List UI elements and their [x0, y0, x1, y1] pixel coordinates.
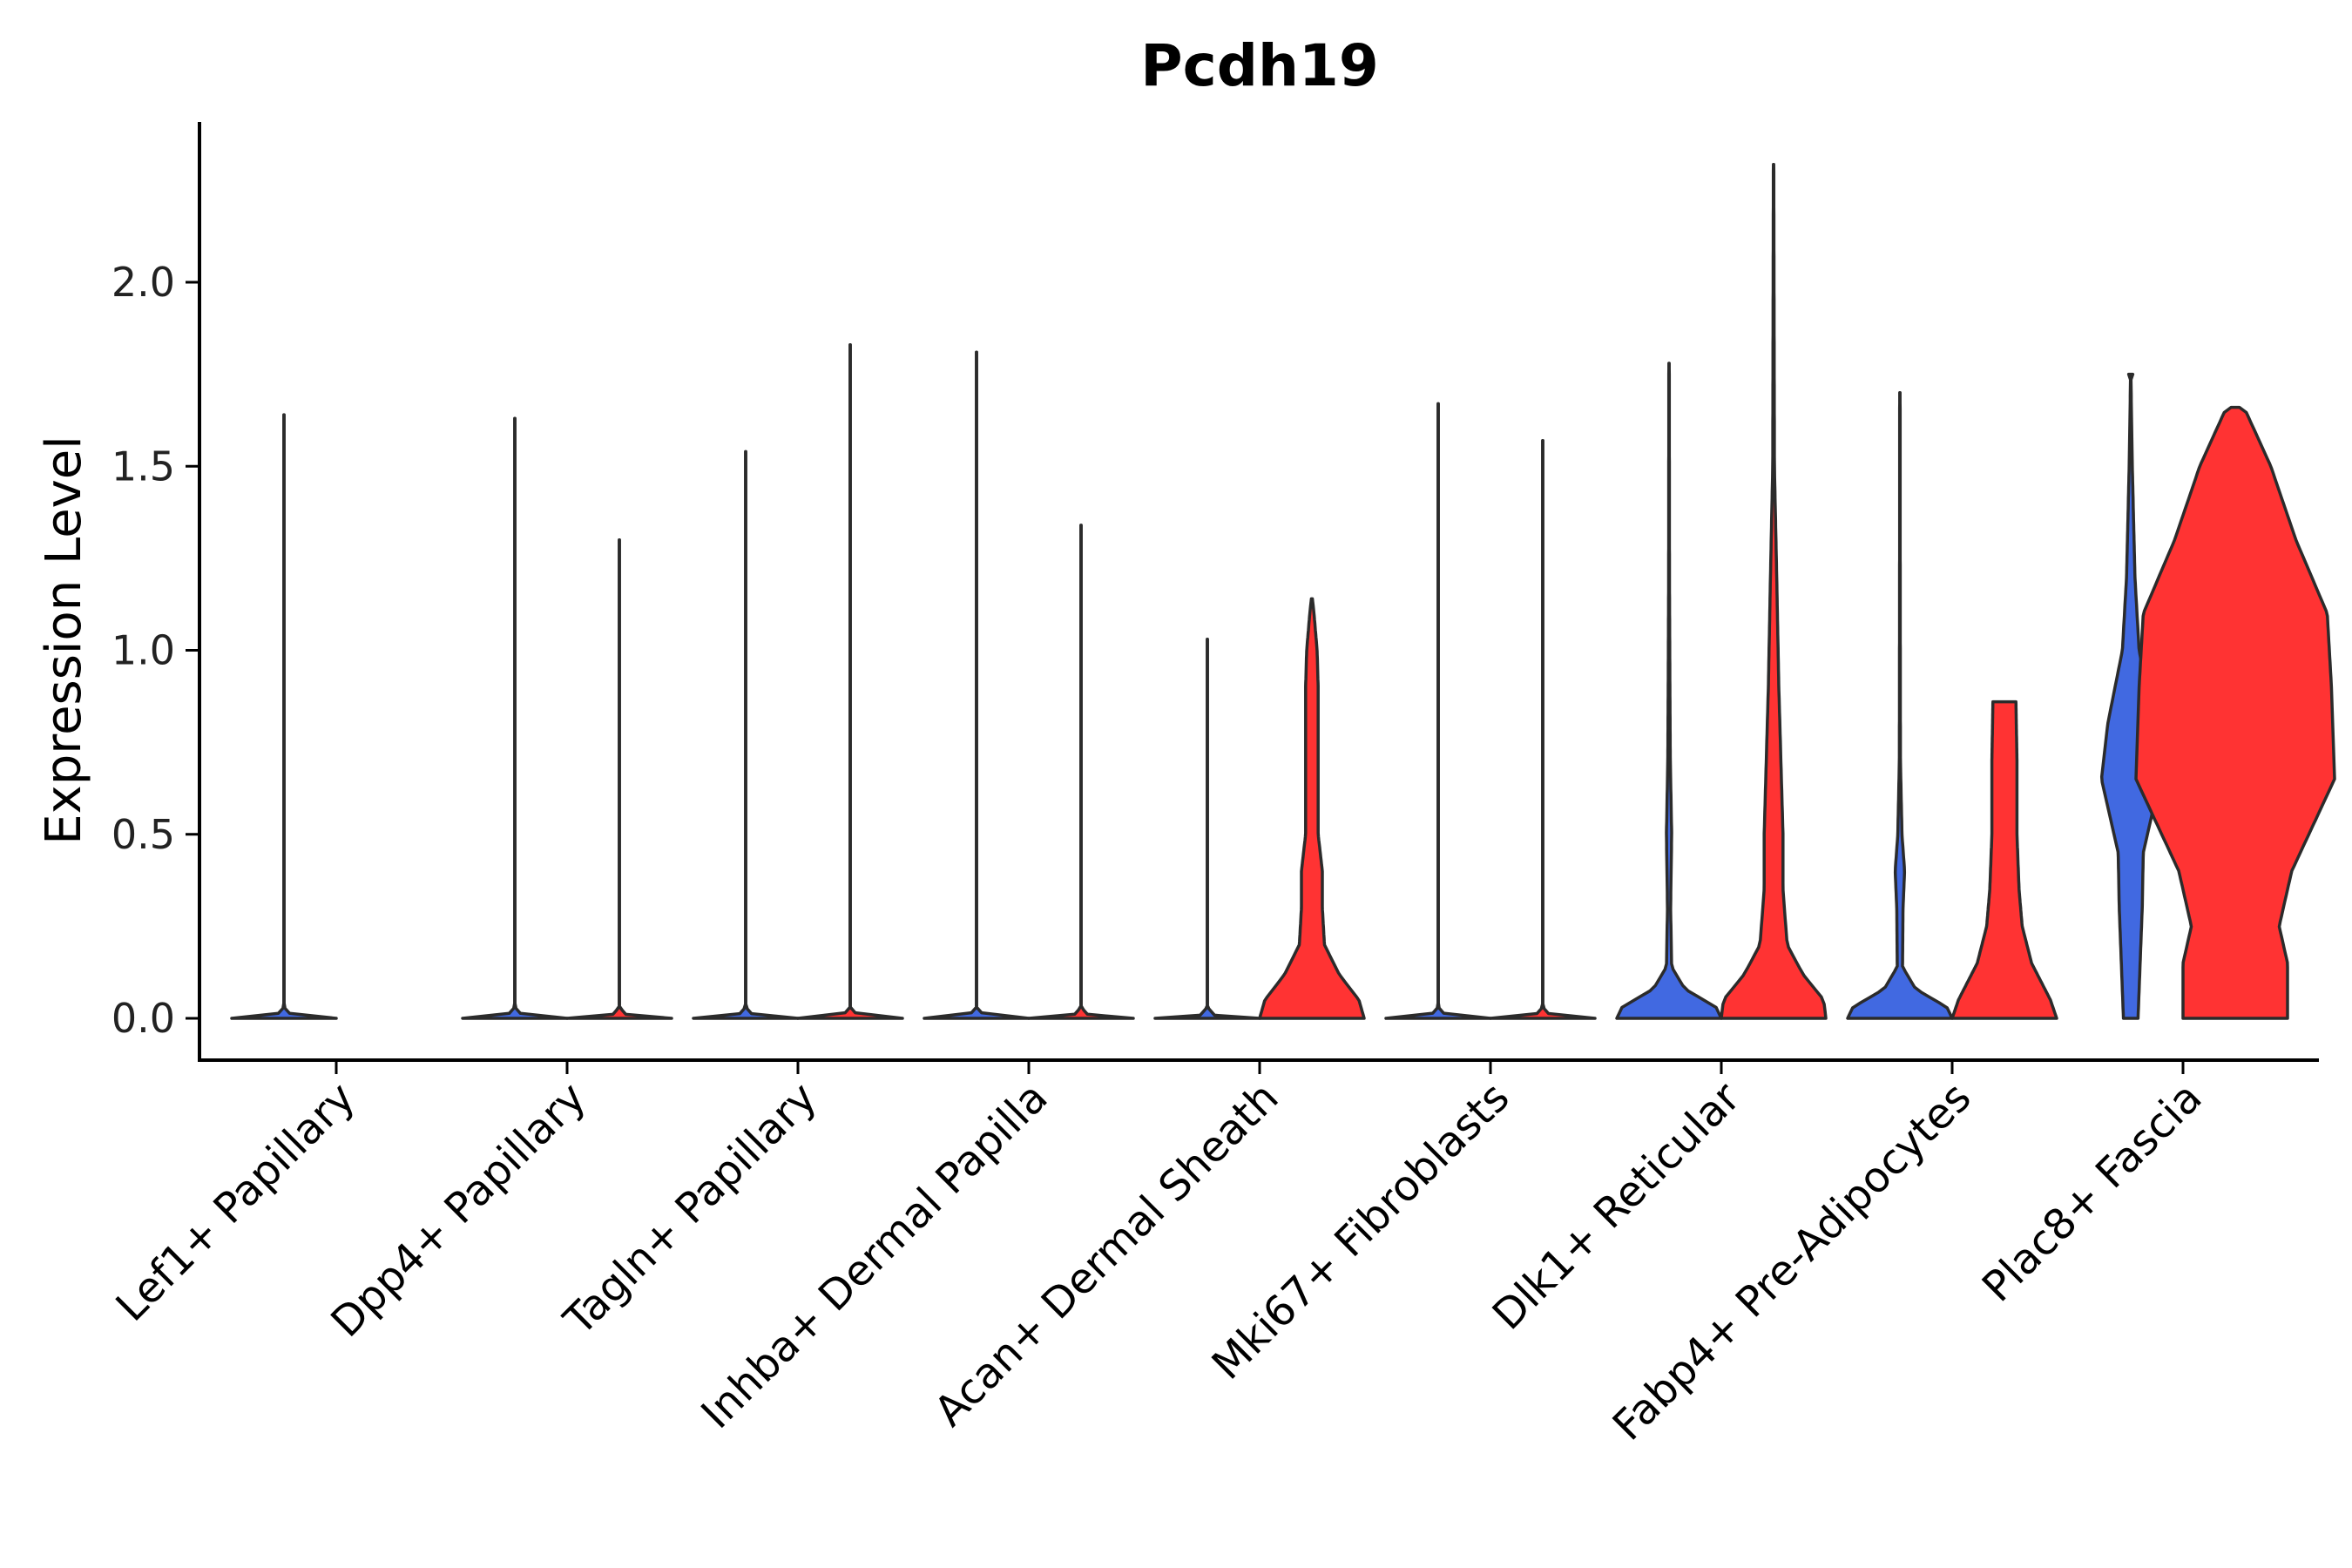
y-tick-label: 1.5 — [112, 443, 175, 490]
category-label: Dlk1+ Reticular — [1484, 1073, 1750, 1340]
violin-left-3 — [923, 350, 1031, 1020]
violin-left-4 — [1153, 638, 1261, 1020]
violin-left-2 — [692, 449, 800, 1020]
violin-right-2 — [796, 343, 904, 1020]
violin-left-6 — [1615, 362, 1723, 1020]
category-label: Lef1+ Papillary — [107, 1073, 365, 1331]
violin-right-8 — [2134, 405, 2336, 1020]
violins — [230, 163, 2336, 1020]
y-axis-label: Expression Level — [36, 436, 92, 845]
y-ticks: 0.0 0.5 1.0 1.5 2.0 — [112, 259, 199, 1042]
category-label: Dpp4+ Papillary — [321, 1073, 595, 1347]
violin-left-7 — [1846, 391, 1954, 1020]
violin-left-5 — [1384, 402, 1492, 1020]
violin-right-4 — [1258, 597, 1366, 1020]
violin-left-0 — [230, 413, 338, 1020]
violin-right-7 — [1950, 700, 2058, 1020]
y-tick-label: 0.5 — [112, 811, 175, 858]
y-tick-label: 0.0 — [112, 995, 175, 1042]
y-tick-label: 1.0 — [112, 627, 175, 674]
violin-right-1 — [565, 538, 673, 1020]
y-tick-label: 2.0 — [112, 259, 175, 306]
violin-right-3 — [1027, 524, 1135, 1020]
category-label: Plac8+ Fascia — [1973, 1073, 2212, 1312]
violin-left-1 — [461, 416, 569, 1020]
violin-right-5 — [1489, 438, 1597, 1020]
violin-right-6 — [1720, 163, 1828, 1020]
category-label: Tagln+ Papillary — [554, 1073, 826, 1345]
chart-title: Pcdh19 — [1140, 32, 1379, 99]
